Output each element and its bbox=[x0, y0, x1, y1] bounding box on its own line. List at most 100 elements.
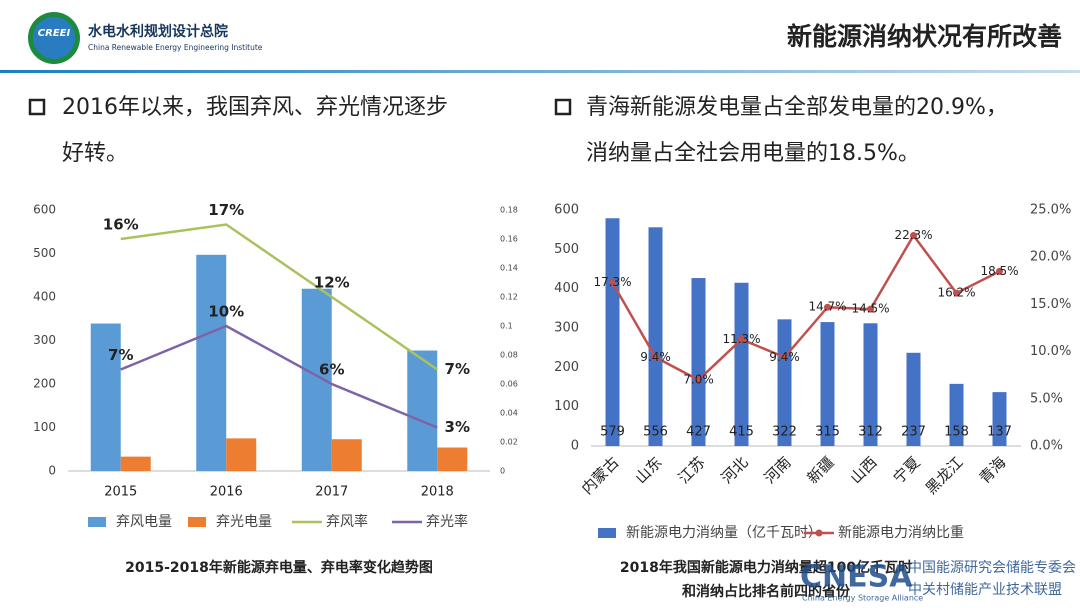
value-label: 11.3% bbox=[722, 332, 760, 346]
x-tick-label: 2017 bbox=[315, 485, 348, 500]
x-tick-label: 江苏 bbox=[675, 453, 709, 487]
y-tick-label: 0 bbox=[571, 439, 579, 454]
legend-label: 新能源电力消纳量（亿千瓦时） bbox=[626, 525, 822, 541]
legend-label: 新能源电力消纳比重 bbox=[838, 525, 964, 541]
y2-tick-label: 10.0% bbox=[1030, 344, 1071, 359]
x-tick-label: 2015 bbox=[104, 485, 137, 500]
y-tick-label: 100 bbox=[554, 399, 579, 414]
bar-value-label: 137 bbox=[987, 425, 1012, 440]
value-label: 7% bbox=[108, 346, 133, 364]
y2-tick-label: 0 bbox=[500, 467, 505, 476]
y2-tick-label: 0.0% bbox=[1030, 439, 1063, 454]
logo-text: CREEI bbox=[38, 28, 71, 39]
value-label: 9.4% bbox=[640, 350, 671, 364]
y2-tick-label: 5.0% bbox=[1030, 391, 1063, 406]
bullet-text: 2016年以来，我国弃风、弃光情况逐步 bbox=[62, 95, 448, 120]
watermark-line: 中国能源研究会储能专委会 bbox=[908, 560, 1076, 576]
legend-label: 弃风电量 bbox=[116, 514, 172, 530]
line-marker bbox=[652, 353, 659, 361]
value-label: 7.0% bbox=[683, 372, 714, 386]
value-label: 6% bbox=[319, 361, 344, 379]
value-label: 14.5% bbox=[851, 302, 889, 316]
value-label: 12% bbox=[314, 274, 350, 292]
line-series bbox=[120, 324, 438, 429]
y-tick-label: 500 bbox=[554, 242, 579, 257]
y2-tick-label: 0.12 bbox=[500, 293, 518, 302]
value-label: 14.7% bbox=[808, 300, 846, 314]
bullet-text: 青海新能源发电量占全部发电量的20.9%， bbox=[586, 95, 1008, 120]
value-label: 22.3% bbox=[894, 228, 932, 242]
bar bbox=[196, 254, 227, 471]
chart-caption: 和消纳占比排名前四的省份 bbox=[682, 583, 851, 600]
bullet-box bbox=[554, 98, 572, 116]
slide-title: 新能源消纳状况有所改善 bbox=[787, 22, 1062, 51]
bar bbox=[120, 456, 151, 471]
line-marker bbox=[953, 289, 960, 297]
value-label: 17.3% bbox=[593, 275, 631, 289]
bar bbox=[906, 352, 921, 446]
org-name: 水电水利规划设计总院 bbox=[88, 23, 228, 40]
bar-value-label: 427 bbox=[686, 425, 711, 440]
line-marker bbox=[867, 305, 874, 313]
line-marker bbox=[781, 353, 788, 361]
y-tick-label: 500 bbox=[33, 246, 56, 260]
bar bbox=[691, 278, 706, 446]
value-label: 7% bbox=[445, 360, 470, 378]
bar-value-label: 415 bbox=[729, 425, 754, 440]
x-tick-label: 新疆 bbox=[804, 453, 838, 487]
bar bbox=[331, 439, 362, 471]
line-series bbox=[120, 223, 438, 371]
bar bbox=[407, 350, 438, 471]
y2-tick-label: 15.0% bbox=[1030, 297, 1071, 312]
y2-tick-label: 0.1 bbox=[500, 322, 513, 331]
y-tick-label: 100 bbox=[33, 420, 56, 434]
x-tick-label: 青海 bbox=[976, 453, 1010, 487]
bar-value-label: 556 bbox=[643, 425, 668, 440]
bar bbox=[949, 383, 964, 446]
watermark-line: 中关村储能产业技术联盟 bbox=[908, 582, 1062, 598]
bar-value-label: 237 bbox=[901, 425, 926, 440]
y-tick-label: 400 bbox=[33, 290, 56, 304]
legend-label: 弃风率 bbox=[326, 513, 368, 530]
x-tick-label: 山东 bbox=[632, 453, 666, 487]
bar-value-label: 312 bbox=[858, 425, 883, 440]
value-label: 16.2% bbox=[937, 286, 975, 300]
bar bbox=[301, 288, 332, 471]
header-rule bbox=[0, 70, 1080, 73]
watermark-brand-en: China Energy Storage Alliance bbox=[802, 594, 923, 603]
chart-caption: 2018年我国新能源电力消纳量超100亿千瓦时 bbox=[620, 559, 912, 576]
bullet-text: 好转。 bbox=[62, 141, 128, 166]
y2-tick-label: 0.06 bbox=[500, 380, 518, 389]
x-tick-label: 内蒙古 bbox=[578, 453, 623, 498]
logo-core bbox=[33, 17, 75, 59]
watermark-brand: CNESA bbox=[800, 560, 913, 595]
legend-label: 弃光率 bbox=[426, 513, 468, 530]
bar bbox=[437, 447, 468, 471]
x-tick-label: 宁夏 bbox=[890, 453, 924, 487]
x-tick-label: 山西 bbox=[847, 453, 881, 487]
bar-value-label: 322 bbox=[772, 425, 797, 440]
bar bbox=[648, 227, 663, 446]
value-label: 9.4% bbox=[769, 350, 800, 364]
y2-tick-label: 0.14 bbox=[500, 264, 518, 273]
y2-tick-label: 25.0% bbox=[1030, 203, 1071, 218]
y-tick-label: 200 bbox=[554, 360, 579, 375]
bar bbox=[605, 218, 620, 446]
x-tick-label: 河南 bbox=[761, 453, 795, 487]
line-marker bbox=[996, 267, 1003, 275]
line-marker bbox=[824, 303, 831, 311]
line-marker bbox=[910, 231, 917, 239]
x-tick-label: 2016 bbox=[210, 485, 243, 500]
y2-tick-label: 0.18 bbox=[500, 206, 518, 215]
legend-swatch bbox=[88, 517, 106, 527]
x-tick-label: 河北 bbox=[718, 453, 752, 487]
line-marker bbox=[609, 279, 616, 287]
y2-tick-label: 0.04 bbox=[500, 409, 518, 418]
bar bbox=[226, 438, 257, 471]
legend-marker bbox=[815, 529, 823, 537]
org-name-en: China Renewable Energy Engineering Insti… bbox=[88, 43, 263, 52]
value-label: 18.5% bbox=[980, 264, 1018, 278]
value-label: 17% bbox=[208, 201, 244, 219]
